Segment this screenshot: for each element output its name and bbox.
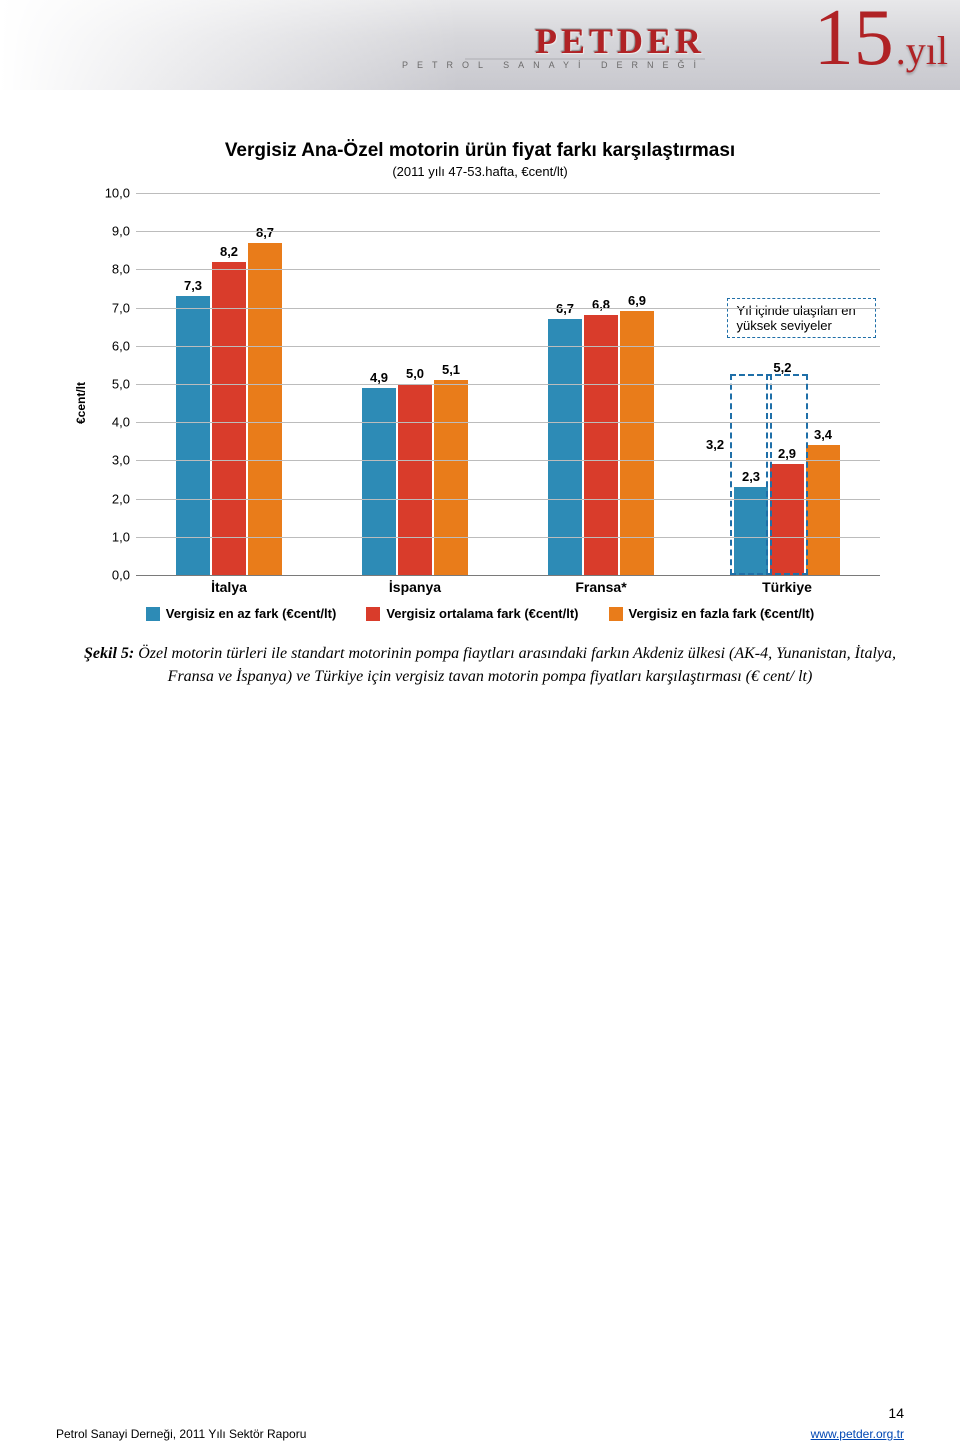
grid-line <box>136 269 880 270</box>
bar: 3,4 <box>806 445 840 575</box>
bar-label: 3,4 <box>814 427 832 442</box>
chart-subtitle: (2011 yılı 47-53.hafta, €cent/lt) <box>80 164 880 179</box>
header-banner: PETDER PETROL SANAYİ DERNEĞİ 15 .yıl <box>0 0 960 90</box>
x-category-label: İtalya <box>136 579 322 595</box>
caption-body: Özel motorin türleri ile standart motori… <box>138 645 896 685</box>
bar: 8,7 <box>248 243 282 575</box>
bar: 5,0 <box>398 384 432 575</box>
footer-left: Petrol Sanayi Derneği, 2011 Yılı Sektör … <box>56 1427 306 1441</box>
legend-swatch <box>146 607 160 621</box>
annotation-high-label: 5,2 <box>773 360 791 375</box>
bar-label: 6,8 <box>592 297 610 312</box>
bar-label: 8,2 <box>220 244 238 259</box>
y-tick-label: 8,0 <box>96 262 130 277</box>
y-tick-label: 5,0 <box>96 377 130 392</box>
chart-title: Vergisiz Ana-Özel motorin ürün fiyat far… <box>80 140 880 162</box>
grid-line <box>136 308 880 309</box>
bar-label: 5,0 <box>406 366 424 381</box>
chart-body: €cent/lt 7,38,28,74,95,05,16,76,86,92,32… <box>80 193 880 613</box>
y-tick-label: 10,0 <box>96 186 130 201</box>
bar-label: 6,9 <box>628 293 646 308</box>
caption-lead: Şekil 5: <box>84 645 134 662</box>
annotation-high-label: 3,2 <box>706 437 724 452</box>
x-category-label: Türkiye <box>694 579 880 595</box>
bar: 6,9 <box>620 311 654 575</box>
legend-item: Vergisiz ortalama fark (€cent/lt) <box>366 606 578 621</box>
grid-line <box>136 231 880 232</box>
x-axis: İtalyaİspanyaFransa*Türkiye <box>136 579 880 595</box>
legend-swatch <box>609 607 623 621</box>
grid-line <box>136 575 880 576</box>
y-axis-label: €cent/lt <box>74 382 88 424</box>
legend-item: Vergisiz en fazla fark (€cent/lt) <box>609 606 815 621</box>
annotation-dashed-box <box>766 374 808 575</box>
legend: Vergisiz en az fark (€cent/lt) Vergisiz o… <box>80 606 880 621</box>
anniversary-badge: 15 .yıl <box>814 2 948 74</box>
bar-label: 7,3 <box>184 278 202 293</box>
bar-label: 5,1 <box>442 362 460 377</box>
bar: 5,1 <box>434 380 468 575</box>
x-category-label: Fransa* <box>508 579 694 595</box>
legend-swatch <box>366 607 380 621</box>
page-number: 14 <box>888 1405 904 1421</box>
y-tick-label: 6,0 <box>96 338 130 353</box>
y-tick-label: 9,0 <box>96 224 130 239</box>
y-tick-label: 0,0 <box>96 568 130 583</box>
figure-caption: Şekil 5: Özel motorin türleri ile standa… <box>80 642 900 688</box>
brand-subtitle: PETROL SANAYİ DERNEĞİ <box>402 60 705 70</box>
legend-label: Vergisiz en fazla fark (€cent/lt) <box>629 606 815 621</box>
y-tick-label: 3,0 <box>96 453 130 468</box>
footer: 14 Petrol Sanayi Derneği, 2011 Yılı Sekt… <box>0 1427 960 1441</box>
grid-line <box>136 193 880 194</box>
bar: 4,9 <box>362 388 396 575</box>
legend-label: Vergisiz ortalama fark (€cent/lt) <box>386 606 578 621</box>
annotation-box: Yıl içinde ulaşılan en yüksek seviyeler <box>727 298 876 338</box>
bar: 8,2 <box>212 262 246 575</box>
x-category-label: İspanya <box>322 579 508 595</box>
legend-item: Vergisiz en az fark (€cent/lt) <box>146 606 337 621</box>
legend-label: Vergisiz en az fark (€cent/lt) <box>166 606 337 621</box>
anniversary-number: 15 <box>814 2 894 74</box>
bar: 7,3 <box>176 296 210 575</box>
brand-logo: PETDER <box>535 20 705 62</box>
grid-line <box>136 346 880 347</box>
anniversary-word: .yıl <box>896 27 948 74</box>
bar-label: 4,9 <box>370 370 388 385</box>
y-tick-label: 1,0 <box>96 529 130 544</box>
chart-container: Vergisiz Ana-Özel motorin ürün fiyat far… <box>80 140 880 613</box>
y-tick-label: 4,0 <box>96 415 130 430</box>
header-fade <box>0 0 460 90</box>
footer-link[interactable]: www.petder.org.tr <box>811 1427 904 1441</box>
plot-area: 7,38,28,74,95,05,16,76,86,92,32,93,4 Yıl… <box>136 193 880 575</box>
y-tick-label: 7,0 <box>96 300 130 315</box>
y-tick-label: 2,0 <box>96 491 130 506</box>
